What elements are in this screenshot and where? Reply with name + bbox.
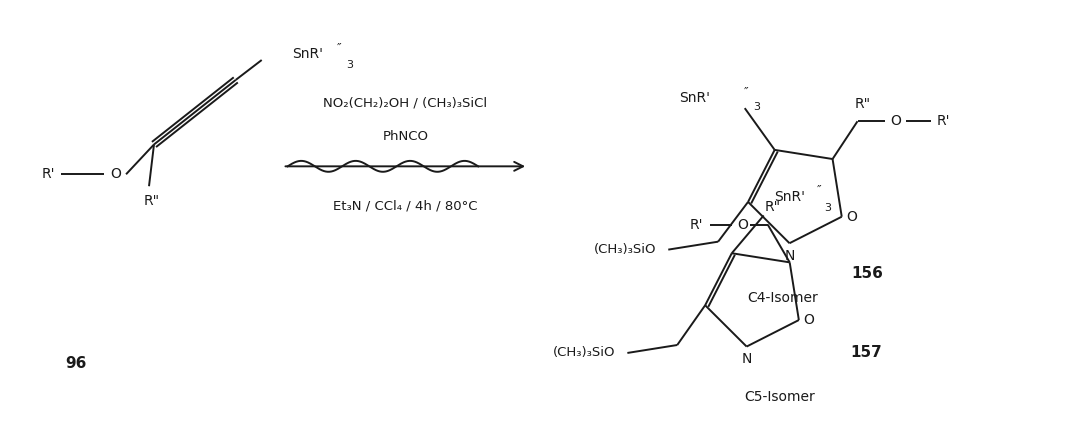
Text: R": R"	[765, 200, 781, 214]
Text: SnR': SnR'	[292, 47, 323, 61]
Text: R': R'	[689, 218, 703, 232]
Text: O: O	[847, 210, 857, 224]
Text: R': R'	[42, 167, 55, 181]
Text: 3: 3	[753, 102, 759, 112]
Text: PhNCO: PhNCO	[382, 130, 428, 143]
Text: N: N	[784, 249, 794, 263]
Text: C4-Isomer: C4-Isomer	[747, 292, 818, 306]
Text: 157: 157	[850, 344, 882, 360]
Text: 156: 156	[851, 266, 883, 281]
Text: C5-Isomer: C5-Isomer	[744, 390, 815, 404]
Text: (CH₃)₃SiO: (CH₃)₃SiO	[594, 243, 656, 256]
Text: 3: 3	[824, 202, 832, 212]
Text: N: N	[741, 352, 752, 367]
Text: SnR': SnR'	[678, 91, 710, 105]
Text: R": R"	[854, 97, 870, 111]
Text: R': R'	[936, 114, 950, 128]
Text: 3: 3	[346, 60, 354, 70]
Text: (CH₃)₃SiO: (CH₃)₃SiO	[553, 347, 616, 359]
Text: ″: ″	[743, 86, 749, 99]
Text: O: O	[890, 114, 901, 128]
Text: ″: ″	[817, 184, 821, 197]
Text: O: O	[803, 313, 815, 327]
Text: R": R"	[144, 194, 160, 208]
Text: ″: ″	[337, 41, 341, 54]
Text: SnR': SnR'	[773, 190, 805, 204]
Text: 96: 96	[66, 356, 87, 371]
Text: O: O	[737, 218, 749, 232]
Text: Et₃N / CCl₄ / 4h / 80°C: Et₃N / CCl₄ / 4h / 80°C	[333, 200, 477, 213]
Text: NO₂(CH₂)₂OH / (CH₃)₃SiCl: NO₂(CH₂)₂OH / (CH₃)₃SiCl	[324, 96, 488, 109]
Text: O: O	[111, 167, 121, 181]
